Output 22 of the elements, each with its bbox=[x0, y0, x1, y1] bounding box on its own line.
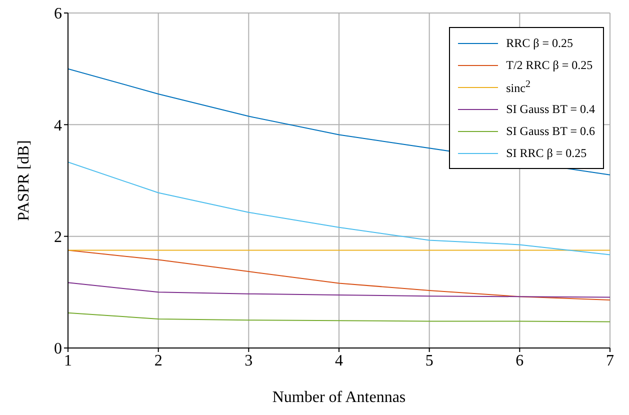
x-tick-label: 6 bbox=[516, 352, 524, 370]
legend-label: SI RRC β = 0.25 bbox=[506, 146, 587, 160]
line-series bbox=[68, 282, 610, 298]
line-series bbox=[68, 312, 610, 322]
line-series bbox=[68, 162, 610, 256]
x-tick-label: 5 bbox=[425, 352, 434, 370]
x-tick-label: 4 bbox=[335, 352, 343, 370]
x-axis-title: Number of Antennas bbox=[272, 389, 406, 406]
y-tick-label: 4 bbox=[54, 117, 62, 134]
legend-label: RRC β = 0.25 bbox=[506, 36, 573, 50]
x-tick-label: 2 bbox=[154, 352, 162, 370]
y-tick-label: 2 bbox=[54, 229, 62, 246]
y-tick-label: 0 bbox=[54, 340, 62, 358]
x-tick-label: 3 bbox=[244, 352, 253, 370]
y-axis-title: PASPR [dB] bbox=[16, 140, 33, 221]
y-tick-label: 6 bbox=[54, 6, 62, 23]
x-tick-label: 1 bbox=[64, 352, 72, 370]
legend-label: SI Gauss BT = 0.6 bbox=[506, 124, 595, 138]
legend-label: SI Gauss BT = 0.4 bbox=[506, 102, 595, 116]
legend-label: T/2 RRC β = 0.25 bbox=[506, 58, 593, 72]
x-tick-label: 7 bbox=[606, 352, 614, 370]
legend-label: sinc$^{2}$ bbox=[506, 78, 530, 96]
